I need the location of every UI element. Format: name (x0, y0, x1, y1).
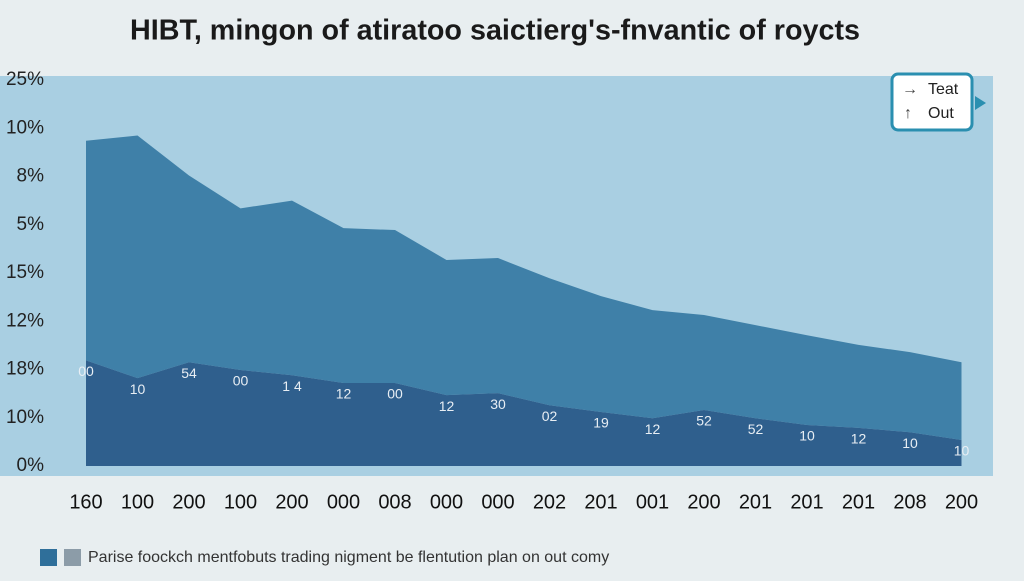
data-annotation: 52 (696, 413, 712, 429)
caption-swatch (40, 549, 57, 566)
data-annotation: 00 (233, 373, 249, 389)
data-annotation: 52 (748, 421, 764, 437)
y-tick-label: 15% (6, 262, 44, 283)
data-annotation: 1 4 (282, 378, 302, 394)
y-tick-label: 18% (6, 359, 44, 380)
legend-arrow: → (902, 81, 918, 98)
area (86, 135, 962, 440)
data-annotation: 12 (851, 431, 867, 447)
x-tick-label: 200 (687, 491, 720, 513)
x-tick-label: 200 (172, 491, 205, 513)
legend-arrow: ↑ (904, 105, 912, 122)
legend-label: Teat (928, 81, 959, 98)
x-tick-label: 200 (945, 491, 978, 513)
x-tick-label: 000 (327, 491, 360, 513)
caption-swatch (64, 549, 81, 566)
x-tick-label: 200 (275, 491, 308, 513)
chart-title: HIBT, mingon of atiratoo saictierg's-fnv… (130, 15, 860, 47)
data-annotation: 10 (954, 443, 970, 459)
data-annotation: 30 (490, 396, 506, 412)
y-tick-label: 25% (6, 69, 44, 90)
data-annotation: 54 (181, 365, 197, 381)
x-tick-label: 202 (533, 491, 566, 513)
x-tick-label: 201 (842, 491, 875, 513)
y-tick-label: 5% (17, 214, 45, 235)
data-annotation: 19 (593, 415, 609, 431)
data-annotation: 00 (78, 363, 94, 379)
legend-box (890, 72, 974, 132)
data-annotation: 12 (336, 386, 352, 402)
data-annotation: 10 (799, 428, 815, 444)
x-tick-label: 100 (121, 491, 154, 513)
data-annotation: 10 (130, 381, 146, 397)
data-annotation: 10 (902, 435, 918, 451)
data-annotation: 02 (542, 408, 558, 424)
x-tick-label: 100 (224, 491, 257, 513)
x-tick-label: 201 (790, 491, 823, 513)
y-tick-label: 10% (6, 407, 44, 428)
area (86, 360, 962, 466)
y-tick-label: 0% (17, 455, 45, 476)
data-annotation: 12 (645, 421, 661, 437)
x-tick-label: 201 (584, 491, 617, 513)
y-tick-label: 8% (17, 166, 45, 187)
x-tick-label: 160 (69, 491, 102, 513)
x-tick-label: 008 (378, 491, 411, 513)
x-tick-label: 000 (481, 491, 514, 513)
legend-label: Out (928, 105, 954, 122)
data-annotation: 00 (387, 386, 403, 402)
data-annotation: 12 (439, 398, 455, 414)
x-tick-label: 001 (636, 491, 669, 513)
legend: → ↑ Teat Out (890, 72, 986, 132)
legend-pointer (975, 96, 986, 110)
x-tick-label: 000 (430, 491, 463, 513)
x-tick-label: 208 (893, 491, 926, 513)
y-tick-label: 10% (6, 117, 44, 138)
caption: Parise foockch mentfobuts trading nigmen… (88, 549, 609, 566)
x-tick-label: 201 (739, 491, 772, 513)
y-tick-label: 12% (6, 310, 44, 331)
